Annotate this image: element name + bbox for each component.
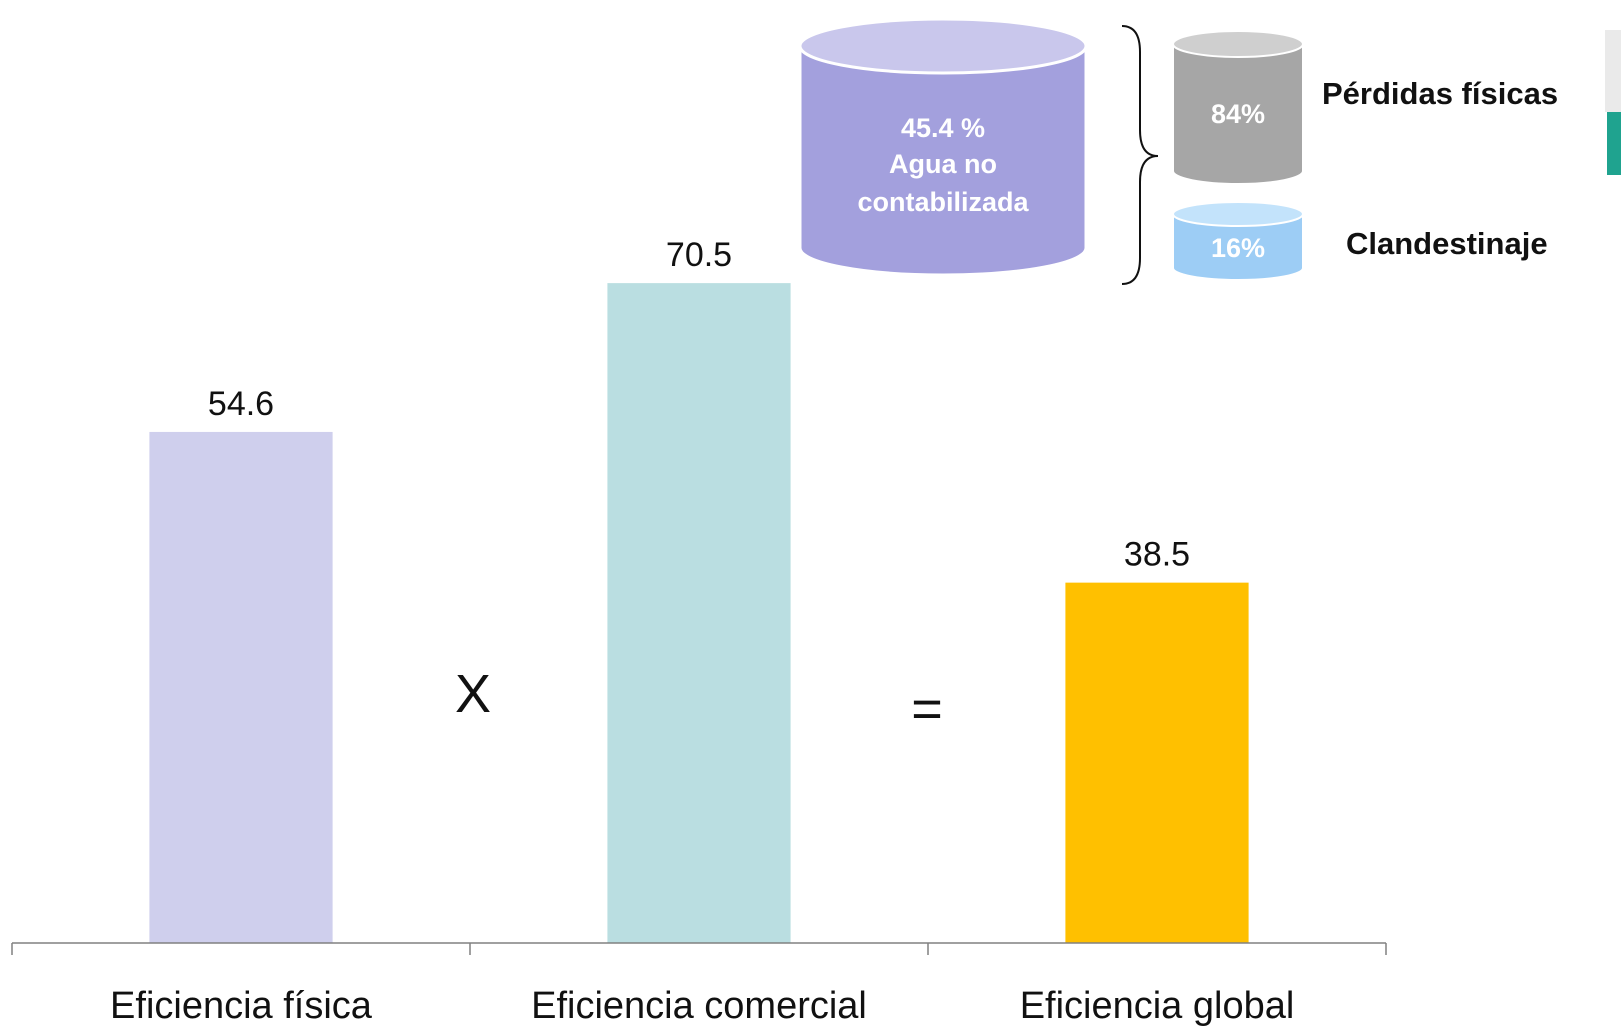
- edge-marker: [1607, 112, 1621, 175]
- category-label-2: Eficiencia comercial: [531, 985, 867, 1027]
- multiply-operator: X: [455, 664, 491, 724]
- unaccounted-water-cylinder-body: [798, 44, 1088, 277]
- equals-operator: =: [911, 679, 943, 739]
- bar-1: [149, 431, 333, 943]
- bar-value-label-3: 38.5: [1124, 536, 1190, 574]
- bar-2: [607, 283, 791, 943]
- bar-3: [1065, 582, 1249, 943]
- bar-value-label-1: 54.6: [208, 385, 274, 423]
- clandestine-percent: 16%: [1211, 233, 1265, 263]
- physical-losses-cylinder-top: [1172, 30, 1304, 58]
- clandestine-cylinder-body: [1172, 213, 1304, 281]
- bar-value-label-2: 70.5: [666, 236, 732, 274]
- unaccounted-water-cylinder-top: [798, 17, 1088, 75]
- breakdown-brace: [1121, 25, 1159, 285]
- edge-marker-shade: [1605, 30, 1621, 112]
- clandestine-label: Clandestinaje: [1346, 226, 1548, 261]
- category-axis: Eficiencia física Eficiencia comercial Efi…: [11, 942, 1387, 1027]
- clandestine-cylinder: 16%: [1172, 201, 1304, 281]
- unaccounted-water-percent: 45.4 %: [901, 113, 985, 143]
- bars-layer: 54.6 70.5 38.5: [149, 236, 1249, 943]
- unaccounted-water-label-line2: contabilizada: [857, 187, 1029, 217]
- unaccounted-water-label-line1: Agua no: [889, 149, 997, 179]
- category-label-3: Eficiencia global: [1020, 985, 1295, 1027]
- category-label-1: Eficiencia física: [110, 985, 373, 1027]
- physical-losses-cylinder: 84%: [1172, 30, 1304, 185]
- clandestine-cylinder-top: [1172, 201, 1304, 227]
- physical-losses-cylinder-body: [1172, 43, 1304, 185]
- unaccounted-water-cylinder: 45.4 % Agua no contabilizada: [798, 17, 1088, 277]
- physical-losses-label: Pérdidas físicas: [1322, 76, 1558, 111]
- physical-losses-percent: 84%: [1211, 99, 1265, 129]
